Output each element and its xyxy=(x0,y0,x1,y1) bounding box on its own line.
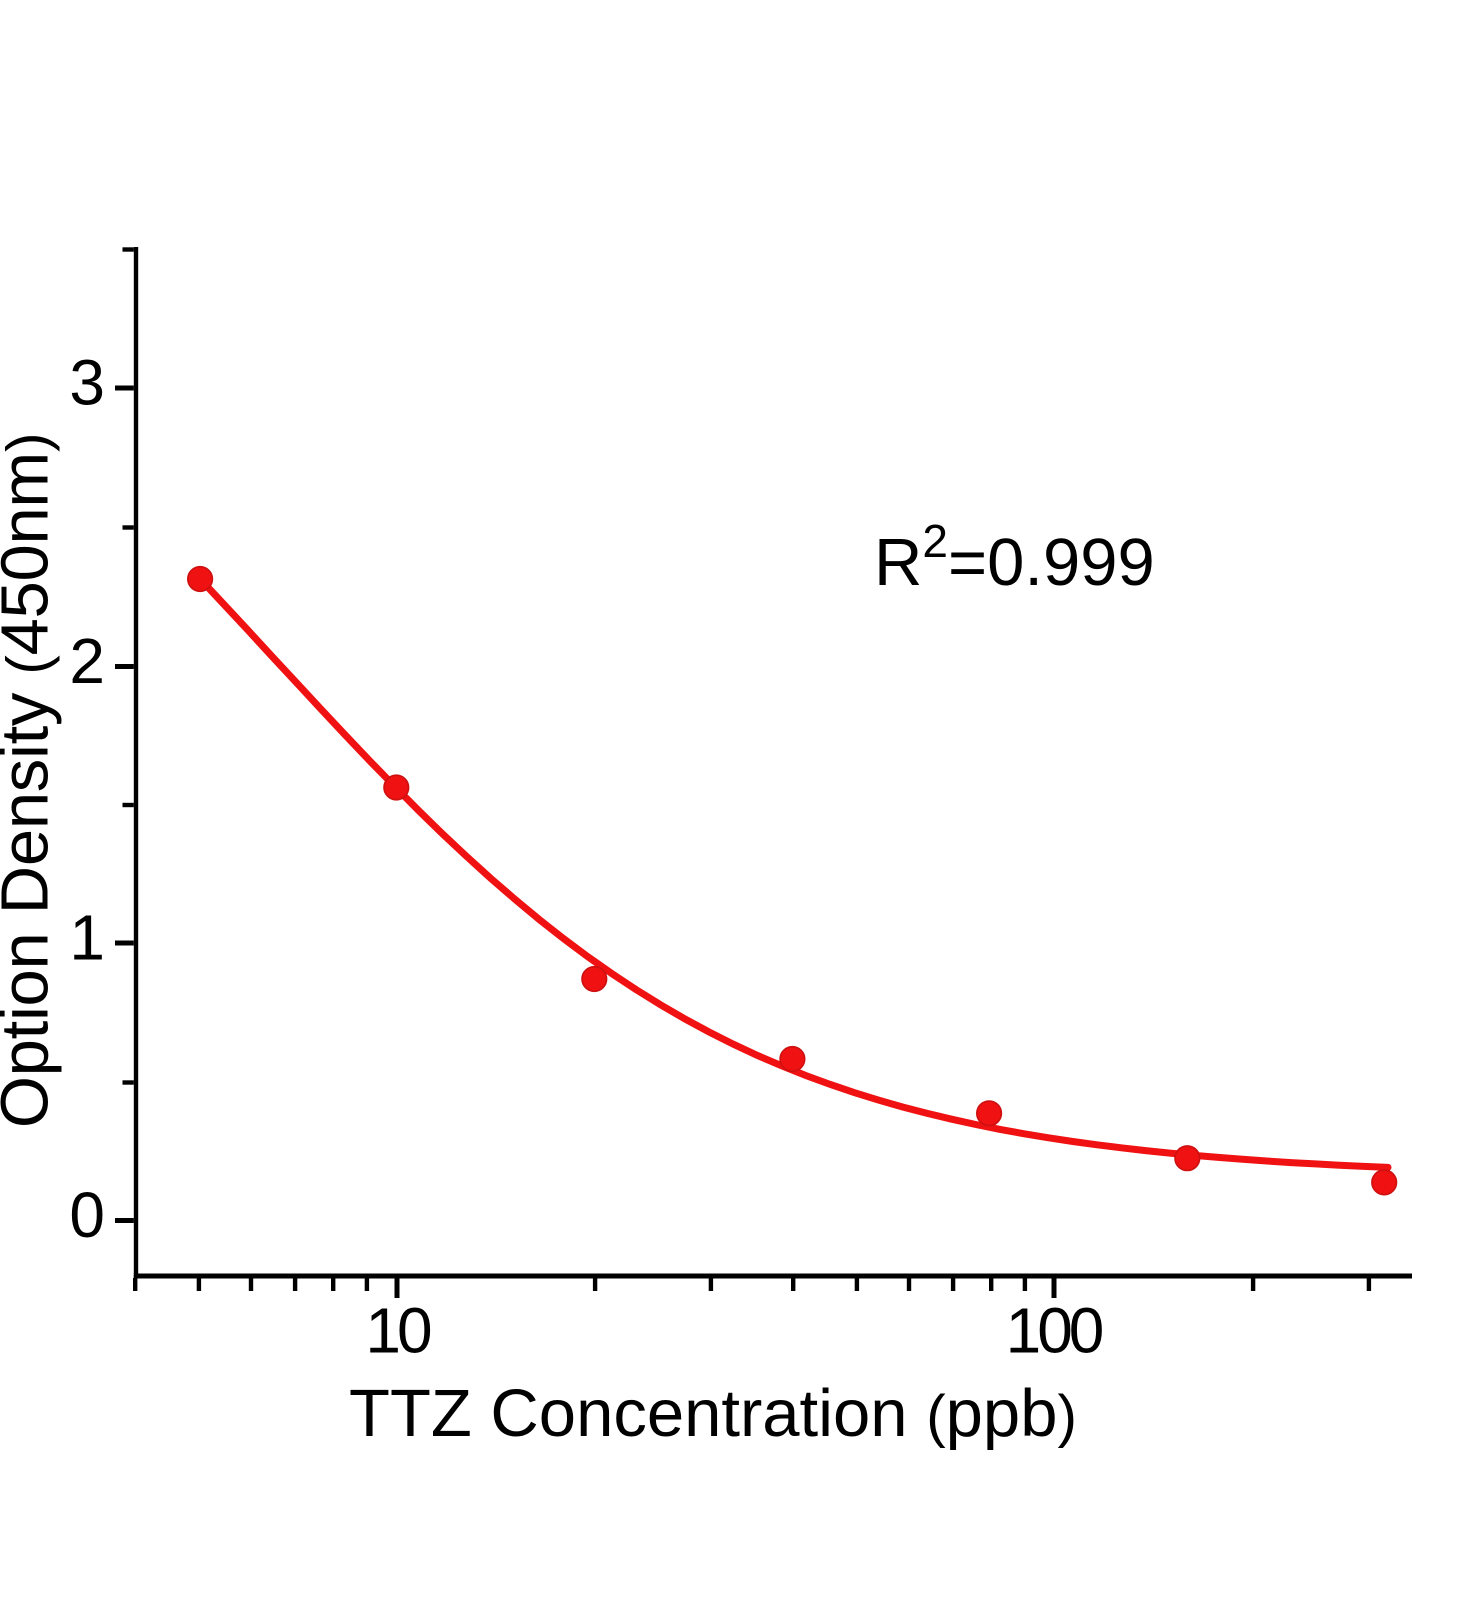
svg-text:10: 10 xyxy=(365,1295,431,1367)
svg-text:100: 100 xyxy=(1006,1295,1103,1367)
svg-text:R2=0.999: R2=0.999 xyxy=(874,515,1155,600)
svg-text:TTZ Concentration (ppb): TTZ Concentration (ppb) xyxy=(349,1376,1077,1451)
svg-text:Option Density (450nm): Option Density (450nm) xyxy=(0,433,63,1128)
svg-text:0: 0 xyxy=(69,1179,105,1251)
svg-text:3: 3 xyxy=(69,347,105,419)
svg-text:1: 1 xyxy=(69,902,105,974)
svg-text:2: 2 xyxy=(69,625,105,697)
